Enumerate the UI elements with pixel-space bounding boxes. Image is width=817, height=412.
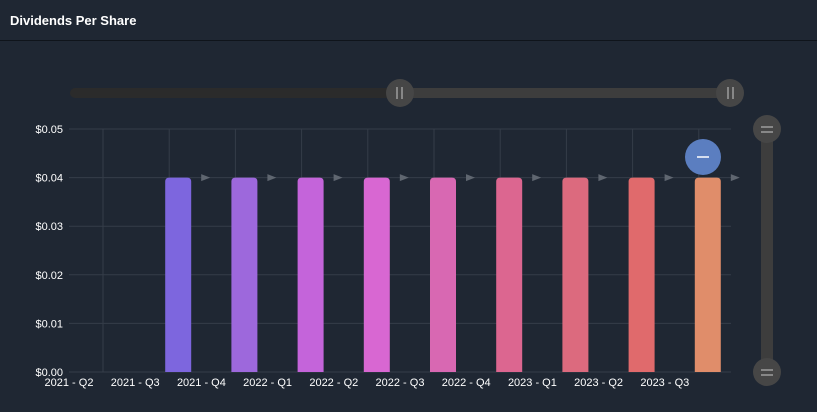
x-tick-label: 2023 - Q3 <box>640 377 689 389</box>
x-tick-label: 2022 - Q1 <box>243 377 292 389</box>
vertical-slider-track[interactable] <box>761 129 773 372</box>
x-tick-label: 2021 - Q3 <box>111 377 160 389</box>
horizontal-slider-end-handle[interactable] <box>716 79 744 107</box>
triangle-right-icon <box>730 174 740 182</box>
bars <box>165 174 740 372</box>
bar[interactable] <box>496 177 523 372</box>
bar[interactable] <box>231 177 258 372</box>
x-tick-label: 2021 - Q2 <box>45 377 94 389</box>
x-tick-label: 2022 - Q4 <box>442 377 491 389</box>
horizontal-range-slider[interactable] <box>70 79 744 107</box>
triangle-right-icon <box>598 174 608 182</box>
x-tick-label: 2023 - Q1 <box>508 377 557 389</box>
chart-header: Dividends Per Share <box>0 0 817 41</box>
y-tick-label: $0.05 <box>35 124 63 136</box>
triangle-right-icon <box>399 174 409 182</box>
reset-zoom-button[interactable] <box>685 139 721 175</box>
horizontal-slider-selected-range[interactable] <box>400 88 730 98</box>
y-tick-label: $0.01 <box>35 318 63 330</box>
y-tick-label: $0.00 <box>35 367 63 379</box>
vertical-slider-top-handle[interactable] <box>753 115 781 143</box>
y-tick-label: $0.02 <box>35 270 63 282</box>
y-tick-label: $0.04 <box>35 173 63 185</box>
chart-title: Dividends Per Share <box>10 13 137 28</box>
vertical-slider-bottom-handle[interactable] <box>753 358 781 386</box>
x-tick-label: 2022 - Q2 <box>309 377 358 389</box>
triangle-right-icon <box>201 174 211 182</box>
bar[interactable] <box>297 177 324 372</box>
triangle-right-icon <box>664 174 674 182</box>
bar[interactable] <box>628 177 655 372</box>
bar[interactable] <box>363 177 390 372</box>
bar[interactable] <box>562 177 589 372</box>
horizontal-slider-start-handle[interactable] <box>386 79 414 107</box>
y-axis-labels: $0.00 $0.01 $0.02 $0.03 $0.04 $0.05 <box>35 124 63 379</box>
triangle-right-icon <box>532 174 542 182</box>
chart-area: $0.00 $0.01 $0.02 $0.03 $0.04 $0.05 2021 - Q2… <box>35 79 781 389</box>
y-tick-label: $0.03 <box>35 221 63 233</box>
bar[interactable] <box>165 177 192 372</box>
triangle-right-icon <box>267 174 277 182</box>
bar[interactable] <box>430 177 456 372</box>
vertical-range-slider[interactable] <box>753 115 781 386</box>
triangle-right-icon <box>333 174 343 182</box>
x-tick-label: 2021 - Q4 <box>177 377 226 389</box>
x-axis-labels: 2021 - Q2 2021 - Q3 2021 - Q4 2022 - Q1 2022… <box>45 377 690 389</box>
x-tick-label: 2022 - Q3 <box>376 377 425 389</box>
bar[interactable] <box>694 177 721 372</box>
x-tick-label: 2023 - Q2 <box>574 377 623 389</box>
triangle-right-icon <box>466 174 475 182</box>
